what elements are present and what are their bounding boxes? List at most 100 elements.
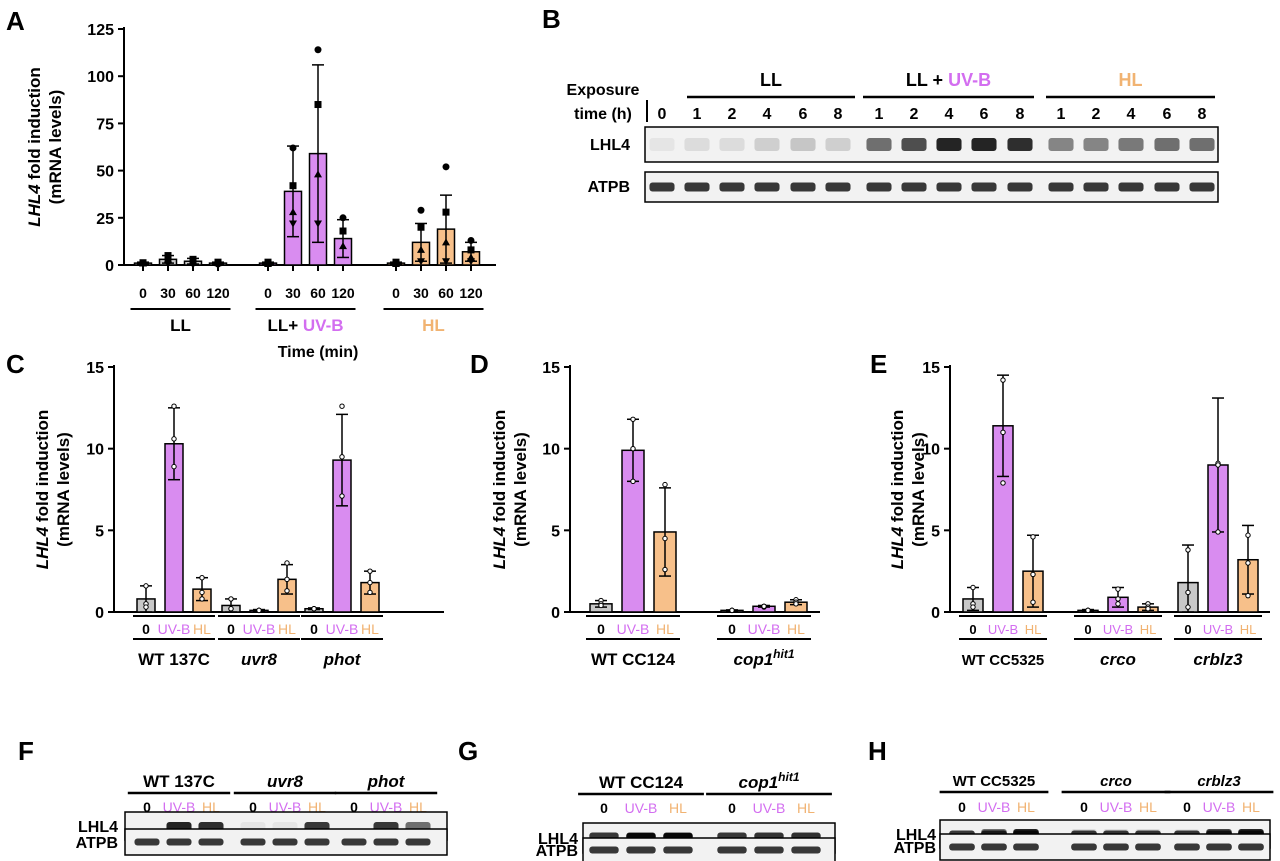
- label-part: cop1: [733, 650, 773, 669]
- band: [272, 838, 298, 846]
- band: [901, 138, 927, 151]
- panel-letter-G: G: [458, 736, 478, 766]
- lane-label: 1: [875, 106, 884, 123]
- x-tick-label: 120: [331, 285, 355, 301]
- blot-group-name: WT CC124: [599, 773, 684, 792]
- band: [240, 838, 266, 846]
- data-point: [171, 436, 177, 442]
- x-tick-label: 30: [160, 285, 176, 301]
- data-point: [1245, 560, 1251, 566]
- lane-label: 8: [1016, 106, 1025, 123]
- row-label-lhl4: LHL4: [590, 137, 630, 154]
- lane-label: 8: [1198, 106, 1207, 123]
- band: [825, 182, 851, 192]
- label-part: crblz3: [1197, 773, 1241, 790]
- condition-label: HL: [308, 799, 326, 815]
- data-point: [228, 606, 234, 612]
- x-tick-label: 60: [185, 285, 201, 301]
- label-part: fold induction: [33, 410, 52, 527]
- condition-label: 0: [969, 622, 976, 637]
- band: [304, 838, 330, 846]
- label-part: LHL4: [490, 526, 509, 569]
- label-part: crco: [1100, 773, 1132, 790]
- condition-label: HL: [1242, 799, 1260, 815]
- data-point: [1215, 529, 1221, 535]
- data-point: [284, 588, 290, 594]
- y-axis-label-line2: (mRNA levels): [511, 432, 530, 547]
- data-point: [311, 606, 317, 612]
- label-part: WT CC124: [599, 773, 684, 792]
- y-tick-label: 10: [922, 442, 940, 459]
- group-name: crco: [1100, 650, 1136, 669]
- y-tick-label: 5: [931, 523, 940, 540]
- row-label-lhl4: LHL4: [538, 831, 578, 848]
- label-part: WT CC124: [591, 650, 676, 669]
- condition-label: 0: [728, 621, 736, 637]
- data-point: [1030, 534, 1036, 540]
- data-point: [467, 246, 475, 254]
- band: [971, 182, 997, 192]
- label-part: fold induction: [490, 410, 509, 527]
- band: [1238, 843, 1264, 851]
- condition-label: HL: [797, 800, 815, 816]
- data-point: [1030, 571, 1036, 578]
- data-point: [264, 260, 272, 268]
- x-axis-label: Time (min): [278, 344, 359, 361]
- label-part: phot: [367, 772, 406, 791]
- row-label-atpb: ATPB: [536, 843, 578, 860]
- label-part: hit1: [778, 770, 800, 784]
- data-point: [662, 535, 668, 542]
- panel-letter-A: A: [6, 6, 25, 36]
- data-point: [1185, 547, 1191, 553]
- data-point: [442, 208, 450, 216]
- band: [754, 182, 780, 192]
- blot-group-name: WT 137C: [143, 772, 215, 791]
- band: [971, 138, 997, 151]
- exposure-label: time (h): [574, 106, 632, 123]
- data-point: [171, 403, 177, 409]
- lane-label: 2: [1092, 106, 1101, 123]
- band: [1103, 843, 1129, 851]
- data-point: [339, 214, 347, 222]
- band: [589, 846, 619, 854]
- y-tick-label: 25: [96, 211, 114, 228]
- data-point: [442, 258, 450, 266]
- data-point: [284, 576, 290, 583]
- band: [1083, 182, 1109, 192]
- band: [1048, 138, 1074, 151]
- condition-label: HL: [193, 621, 211, 637]
- condition-label: UV-B: [753, 800, 786, 816]
- y-tick-label: 15: [542, 360, 560, 377]
- atpb-blot: [582, 837, 836, 861]
- data-point: [367, 568, 373, 574]
- data-point: [339, 454, 345, 460]
- band: [719, 182, 745, 192]
- condition-label: 0: [310, 621, 318, 637]
- band: [134, 838, 160, 846]
- y-axis-label-line2: (mRNA levels): [46, 90, 65, 205]
- group-name: LL: [170, 316, 191, 335]
- label-part: LHL4: [25, 184, 44, 227]
- data-point: [339, 227, 347, 235]
- data-point: [1115, 601, 1121, 607]
- data-point: [314, 101, 322, 109]
- blot-group-name: phot: [367, 772, 406, 791]
- blot-group-name: cop1hit1: [738, 770, 799, 792]
- condition-label: UV-B: [269, 799, 302, 815]
- data-point: [214, 259, 222, 267]
- condition-label: UV-B: [1100, 799, 1133, 815]
- condition-label: UV-B: [617, 621, 650, 637]
- data-point: [793, 601, 799, 607]
- band: [1135, 843, 1161, 851]
- y-axis-label: LHL4 fold induction: [490, 410, 509, 570]
- band: [1013, 843, 1039, 851]
- band: [719, 138, 745, 151]
- band: [1118, 138, 1144, 151]
- lane-label: 0: [658, 106, 667, 123]
- band: [373, 838, 399, 846]
- y-tick-label: 5: [95, 523, 104, 540]
- label-part: WT CC5325: [953, 773, 1036, 790]
- band: [790, 182, 816, 192]
- band: [405, 838, 431, 846]
- condition-label: UV-B: [978, 799, 1011, 815]
